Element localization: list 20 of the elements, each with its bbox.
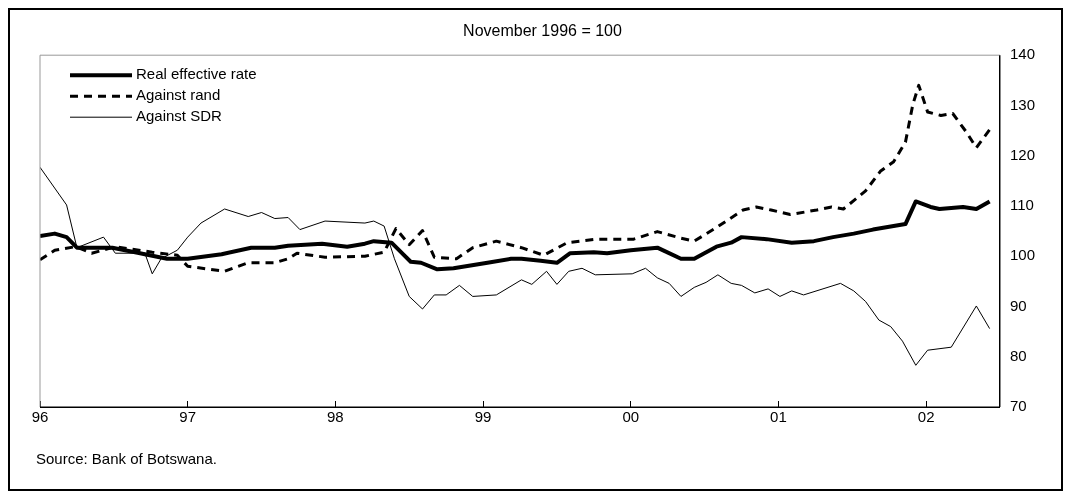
- x-tick-label: 01: [770, 408, 787, 426]
- y-tick-label: 120: [1009, 145, 1035, 163]
- y-tick-label: 110: [1009, 196, 1034, 214]
- y-tick-label: 130: [1009, 95, 1035, 113]
- y-tick-label: 100: [1009, 246, 1035, 264]
- legend-label: Against rand: [136, 86, 221, 104]
- x-tick-label: 98: [327, 408, 344, 426]
- y-tick-label: 70: [1009, 397, 1027, 415]
- chart-title: November 1996 = 100: [463, 22, 622, 40]
- x-tick-label: 02: [917, 408, 935, 426]
- x-tick-label: 00: [622, 408, 640, 426]
- legend-label: Against SDR: [136, 107, 223, 125]
- y-tick-label: 80: [1009, 346, 1027, 364]
- x-tick-label: 99: [474, 408, 492, 426]
- x-tick-label: 97: [179, 408, 197, 426]
- legend-label: Real effective rate: [136, 65, 257, 83]
- y-tick-label: 140: [1009, 45, 1035, 63]
- source-note: Source: Bank of Botswana.: [36, 450, 217, 467]
- x-tick-label: 96: [31, 408, 49, 426]
- y-tick-label: 90: [1009, 296, 1027, 314]
